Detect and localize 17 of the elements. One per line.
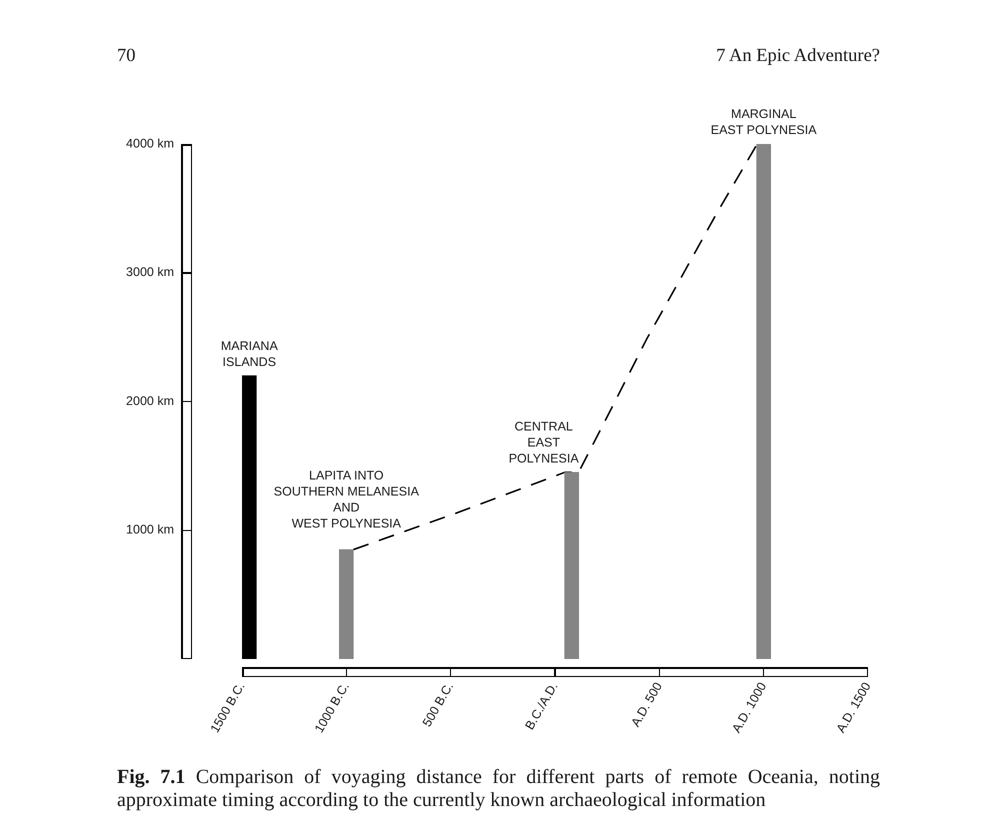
y-tick-label: 4000 km	[126, 136, 174, 150]
x-tick-label: 500 B.C.	[420, 680, 456, 730]
y-tick-label: 1000 km	[126, 522, 174, 537]
text: 7 An Epic Adventure?	[716, 45, 880, 68]
bar	[242, 375, 257, 659]
caption: Fig. 7.1 Comparison of voyaging distance for different parts of remote Oceania, noting approximate timing according to the currently known archaeological information	[117, 766, 880, 812]
x-tick-label: A.D. 500	[628, 680, 665, 730]
bar	[564, 472, 580, 659]
annotation: MARIANA ISLANDS	[220, 338, 278, 369]
annotation: LAPITA INTO SOUTHERN MELANESIA AND WEST POLYNESIA	[274, 468, 420, 531]
bar	[756, 144, 771, 659]
annotation: MARGINAL EAST POLYNESIA	[710, 107, 818, 137]
y-tick-label: 3000 km	[126, 265, 174, 280]
annotation: CENTRAL EAST POLYNESIA	[508, 419, 580, 466]
bar	[339, 549, 354, 659]
text: 70	[117, 45, 136, 68]
y-tick-label: 2000 km	[126, 394, 174, 408]
